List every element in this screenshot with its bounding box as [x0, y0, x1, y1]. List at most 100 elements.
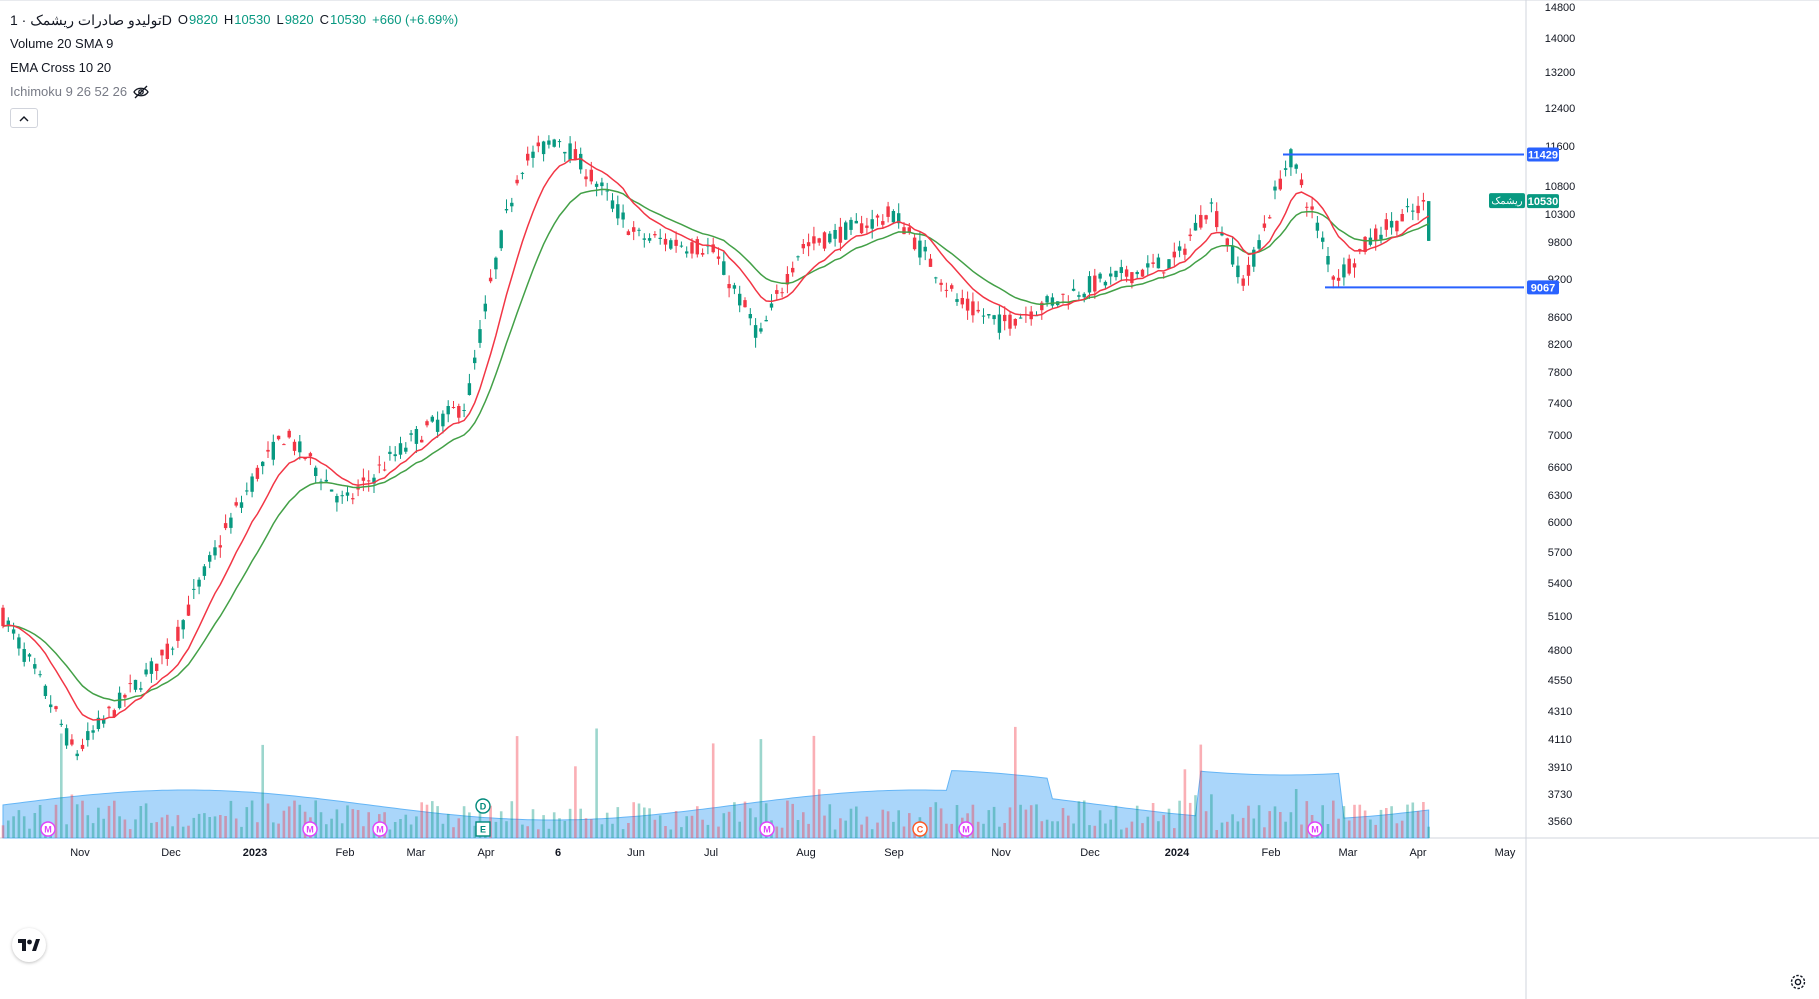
volume-bar	[1194, 795, 1197, 838]
volume-bar	[1342, 806, 1346, 838]
volume-bar	[812, 735, 816, 838]
event-marker-label: E	[480, 825, 486, 835]
volume-bar	[1188, 802, 1192, 838]
candle-body	[467, 383, 472, 395]
volume-bar	[330, 818, 333, 838]
volume-bar	[335, 809, 339, 838]
event-marker	[912, 821, 928, 837]
candle-body	[398, 443, 403, 455]
volume-bar	[521, 824, 524, 838]
volume-bar	[605, 812, 609, 838]
event-marker	[40, 821, 56, 837]
candle-body	[918, 240, 922, 258]
volume-bar	[696, 806, 699, 838]
volume-bar	[669, 829, 673, 838]
volume-bar	[160, 817, 164, 838]
candle-body	[886, 206, 890, 217]
candle-body	[176, 626, 180, 641]
symbol-title[interactable]: تولیدو صادرات ریشمک · 1D	[10, 12, 172, 28]
volume-bar	[1120, 829, 1123, 838]
candle-body	[642, 238, 646, 240]
candle-body	[1283, 168, 1288, 170]
volume-bar	[457, 818, 461, 838]
volume-bar	[388, 829, 392, 838]
volume-bar	[653, 819, 657, 838]
volume-bar	[1347, 820, 1351, 838]
candle-body	[1204, 215, 1208, 220]
candle-body	[769, 303, 774, 308]
candle-body	[404, 447, 408, 452]
volume-bar	[558, 818, 561, 838]
time-axis-label: Apr	[1409, 847, 1426, 859]
volume-bar	[515, 736, 519, 838]
volume-bar	[436, 806, 439, 838]
collapse-legend-button[interactable]	[10, 108, 38, 128]
candle-body	[1273, 186, 1277, 191]
volume-bar	[144, 803, 148, 838]
volume-bar	[118, 816, 121, 838]
symbol-price-tag	[1489, 193, 1525, 209]
volume-bar	[616, 807, 620, 838]
candle-body	[261, 461, 265, 467]
volume-bar	[1061, 808, 1065, 838]
candle-body	[1268, 217, 1272, 219]
volume-bar	[1130, 821, 1134, 838]
price-axis-tick: 14800	[1545, 2, 1576, 14]
volume-bar	[282, 810, 286, 838]
candle-body	[764, 320, 768, 322]
volume-bar	[1279, 812, 1282, 838]
volume-bar	[802, 812, 805, 838]
volume-bar	[1305, 801, 1309, 838]
time-axis-label: Feb	[336, 847, 355, 859]
volume-bar	[881, 809, 885, 838]
candle-body	[414, 429, 419, 444]
candle-body	[1151, 262, 1155, 264]
volume-bar	[128, 829, 132, 838]
candle-body	[271, 441, 275, 460]
candle-body	[6, 620, 10, 625]
candle-body	[425, 421, 429, 426]
candle-body	[1384, 219, 1388, 230]
volume-bar	[1422, 802, 1425, 838]
candle-body	[1061, 293, 1065, 295]
ichimoku-indicator-label[interactable]: Ichimoku 9 26 52 26	[10, 84, 128, 99]
candle-body	[1379, 234, 1383, 240]
volume-bar	[568, 808, 572, 838]
candle-body	[722, 261, 726, 275]
volume-bar	[547, 828, 551, 838]
time-axis-label: Mar	[407, 847, 426, 859]
candle-body	[849, 219, 853, 230]
volume-bar	[727, 811, 731, 838]
price-axis-tick: 3560	[1548, 816, 1572, 828]
volume-bar	[65, 824, 68, 838]
volume-bar	[759, 739, 763, 838]
volume-bar	[537, 829, 540, 838]
candle-body	[1077, 295, 1081, 297]
settings-gear-icon[interactable]	[1789, 973, 1807, 991]
volume-bar	[611, 823, 614, 838]
event-marker-label: C	[917, 825, 924, 835]
hidden-eye-icon[interactable]	[133, 85, 149, 99]
candle-body	[658, 237, 662, 239]
candle-body	[1257, 240, 1261, 249]
price-axis-tick: 10300	[1545, 209, 1576, 221]
candle-body	[1082, 293, 1086, 298]
candle-body	[128, 683, 132, 685]
volume-bar	[134, 819, 137, 838]
volume-bar	[817, 789, 821, 838]
volume-bar	[590, 819, 593, 838]
volume-indicator-label[interactable]: Volume 20 SMA 9	[10, 36, 114, 51]
ema-indicator-label[interactable]: EMA Cross 10 20	[10, 60, 112, 75]
level-price-tag	[1527, 147, 1559, 162]
volume-bar	[452, 827, 455, 838]
time-axis-label: 2023	[243, 847, 267, 859]
volume-bar	[1374, 824, 1377, 838]
tradingview-logo[interactable]	[12, 928, 46, 962]
volume-bar	[1029, 805, 1033, 838]
candle-body	[594, 183, 599, 187]
event-marker-label: D	[480, 802, 487, 812]
candle-body	[1188, 234, 1192, 237]
candle-body	[934, 277, 938, 279]
event-marker	[958, 821, 974, 837]
